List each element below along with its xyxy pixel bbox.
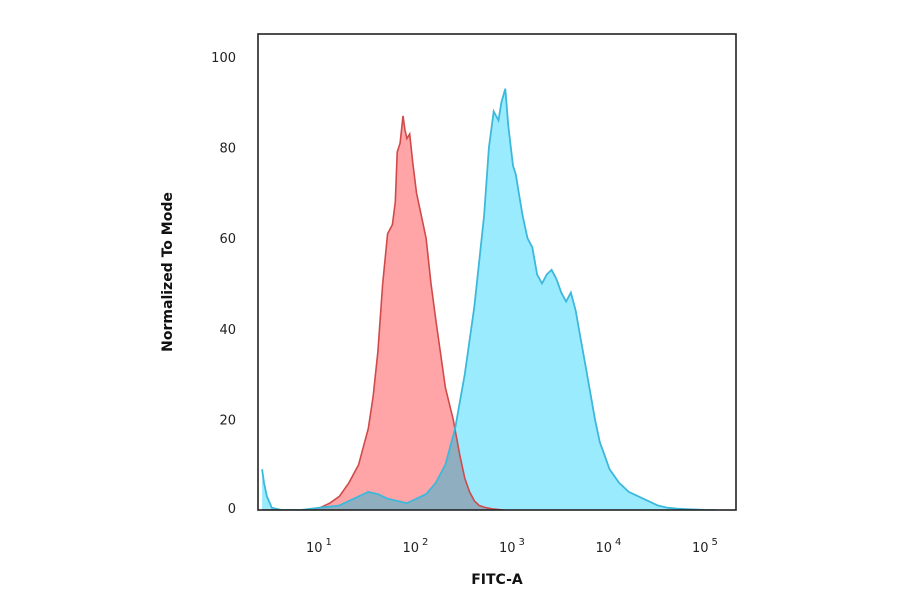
x-axis-title: FITC-A xyxy=(471,572,523,588)
y-tick-label: 40 xyxy=(219,323,236,338)
x-tick-label: 10 4 xyxy=(596,537,622,556)
plot-frame xyxy=(257,33,737,511)
y-tick-label: 60 xyxy=(219,232,236,247)
x-tick-label: 10 1 xyxy=(306,537,332,556)
y-tick-label: 80 xyxy=(219,142,236,157)
x-axis-ticks: 10 1 10 2 10 3 10 4 10 5 xyxy=(306,537,718,556)
x-tick-label: 10 3 xyxy=(499,537,525,556)
y-axis-ticks: 0 20 40 60 80 100 xyxy=(211,51,236,517)
x-tick-label: 10 2 xyxy=(403,537,429,556)
series-target-antibody-fill xyxy=(262,88,716,510)
y-tick-label: 0 xyxy=(228,502,236,517)
plot-area xyxy=(261,88,716,510)
x-tick-label: 10 5 xyxy=(692,537,718,556)
series-isotype-control-fill xyxy=(262,115,504,510)
y-tick-label: 100 xyxy=(211,51,236,66)
y-axis-title: Normalized To Mode xyxy=(160,192,176,352)
series-target-antibody-line xyxy=(261,88,716,510)
series-isotype-control-line xyxy=(262,115,504,510)
y-tick-label: 20 xyxy=(219,413,236,428)
